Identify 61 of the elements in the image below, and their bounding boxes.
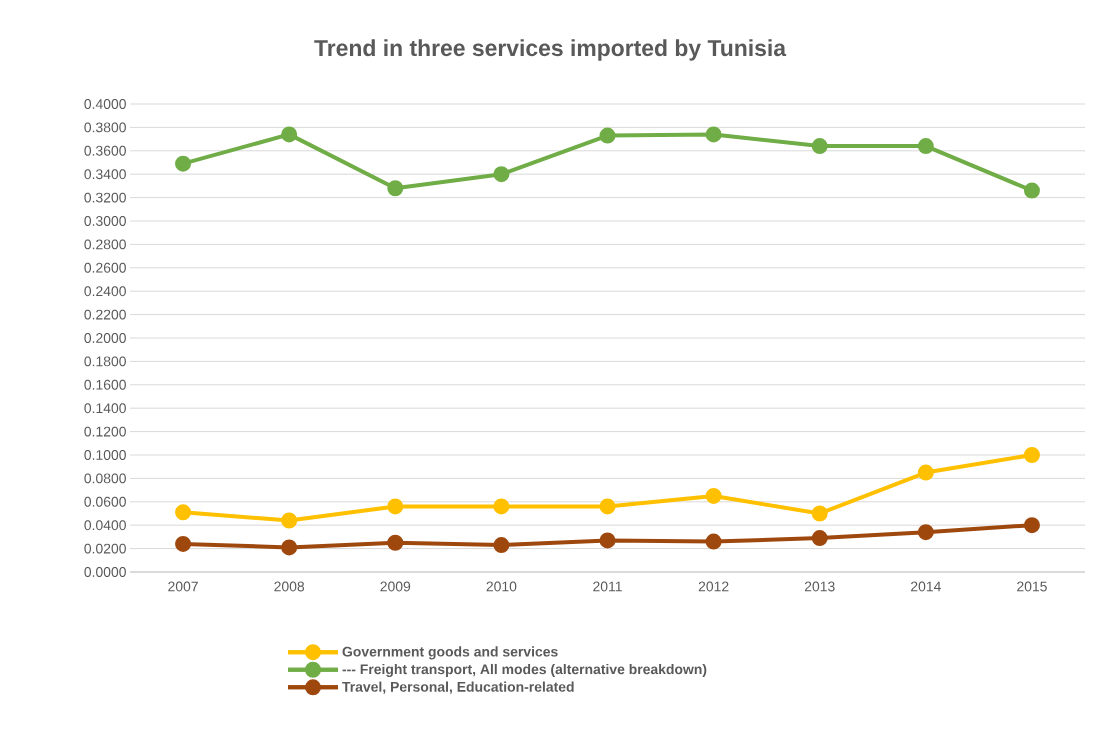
x-tick-label: 2010 [486, 581, 517, 592]
x-tick-label: 2012 [698, 581, 729, 592]
y-tick-label: 0.0600 [84, 496, 126, 507]
legend-label: Government goods and services [342, 646, 558, 660]
y-tick-label: 0.1400 [84, 403, 126, 414]
y-tick-label: 0.0400 [84, 520, 126, 531]
y-tick-label: 0.0800 [84, 473, 126, 484]
point [811, 505, 828, 522]
point [175, 504, 192, 521]
point [705, 126, 722, 143]
y-tick-label: 0.1800 [84, 356, 126, 367]
y-tick-label: 0.1600 [84, 379, 126, 390]
y-tick-label: 0.2600 [84, 262, 126, 273]
point [387, 534, 404, 551]
point [811, 138, 828, 155]
point [387, 180, 404, 197]
point [599, 127, 616, 144]
legend-label: Travel, Personal, Education-related [342, 681, 574, 694]
x-tick-label: 2007 [168, 581, 198, 592]
y-tick-label: 0.3600 [84, 145, 126, 156]
y-tick-label: 0.0000 [84, 567, 126, 577]
y-tick-label: 0.3800 [84, 122, 126, 133]
x-tick-label: 2009 [380, 581, 411, 592]
y-tick-label: 0.2800 [84, 239, 126, 250]
point [281, 512, 298, 529]
point [281, 126, 298, 143]
legend-label: --- Freight transport, All modes (alternative breakdown) [342, 663, 707, 678]
y-tick-label: 0.1200 [84, 426, 126, 437]
point [599, 532, 616, 549]
y-tick-label: 0.2400 [84, 286, 126, 297]
x-tick-label: 2014 [911, 581, 941, 592]
y-tick-label: 0.4000 [84, 99, 126, 109]
point [917, 464, 934, 481]
x-tick-label: 2008 [274, 581, 305, 592]
point [1023, 182, 1040, 199]
point [1023, 446, 1040, 463]
y-tick-label: 0.3200 [84, 192, 126, 203]
point [493, 166, 510, 183]
y-tick-label: 0.2200 [84, 309, 126, 320]
y-tick-label: 0.2000 [84, 333, 126, 343]
point [175, 535, 192, 552]
chart-title: Trend in three services imported by Tunisia [314, 39, 787, 61]
point [811, 530, 828, 547]
point [1023, 517, 1040, 534]
point [705, 487, 722, 504]
point [705, 533, 722, 550]
x-tick-label: 2013 [804, 581, 835, 592]
x-tick-label: 2015 [1017, 581, 1047, 592]
point [917, 138, 934, 155]
point [493, 498, 510, 515]
x-tick-label: 2011 [593, 581, 622, 592]
point [175, 155, 192, 172]
y-tick-label: 0.3000 [84, 216, 126, 226]
y-tick-label: 0.0200 [84, 543, 126, 554]
point [387, 498, 404, 515]
point [599, 498, 616, 515]
y-tick-label: 0.1000 [84, 450, 126, 460]
point [493, 537, 510, 554]
point [281, 539, 298, 556]
y-tick-label: 0.3400 [84, 169, 126, 180]
point [917, 524, 934, 541]
